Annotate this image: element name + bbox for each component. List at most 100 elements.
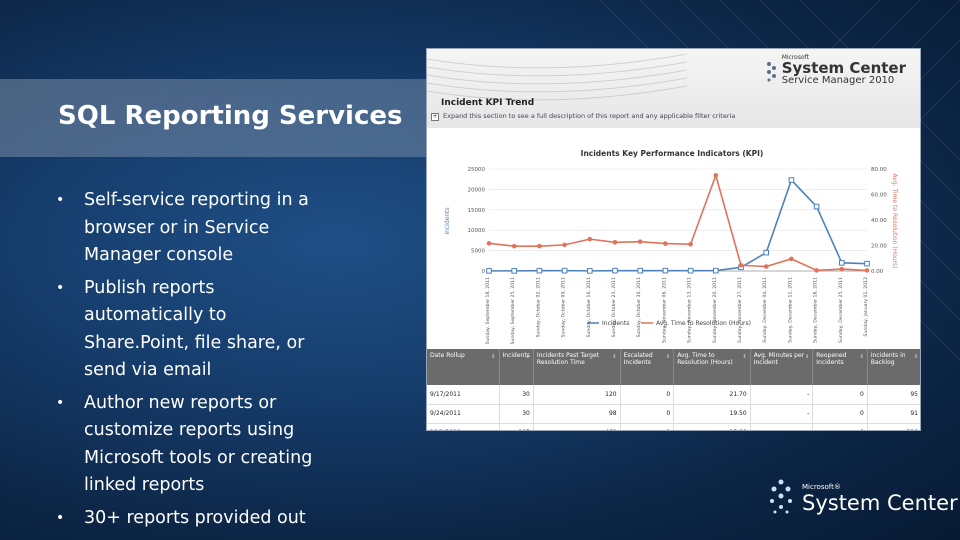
data-point-incidents	[839, 260, 845, 266]
footer-logo: Microsoft® System Center	[764, 477, 958, 521]
slide-title: SQL Reporting Services	[58, 101, 403, 131]
data-point-incidents	[813, 203, 820, 210]
column-header[interactable]: Avg. Minutes per Incident ⇕	[750, 349, 814, 385]
column-header[interactable]: Incidents in Backlog ⇕	[867, 349, 920, 385]
table-cell: 10/1/2011	[427, 423, 500, 430]
bullet-item: • Publish reports automatically to Share.…	[56, 275, 331, 385]
data-point-incidents	[713, 267, 719, 274]
column-header[interactable]: Incidents ⇕	[499, 349, 534, 385]
column-header[interactable]: Escalated Incidents ⇕	[620, 349, 675, 385]
sort-icon[interactable]: ⇕	[665, 354, 671, 360]
table-cell: 95	[867, 385, 920, 405]
bullet-item: • Author new reports or customize reports…	[56, 390, 331, 500]
bullet-text: Publish reports automatically to Share.P…	[84, 277, 305, 381]
x-tick-label: Sunday, September 18, 2011	[485, 277, 491, 344]
x-tick-label: Sunday, October 09, 2011	[561, 277, 567, 337]
data-point-incidents	[637, 267, 643, 274]
y-tick-label-left: 5000	[471, 249, 485, 255]
report-screenshot: Microsoft System Center Service Manager …	[426, 48, 921, 431]
sort-icon[interactable]: ⇕	[859, 354, 864, 360]
data-point-incidents	[687, 267, 694, 274]
x-tick-label: Sunday, October 30, 2011	[636, 277, 642, 337]
x-tick-label: Sunday, January 01, 2012	[863, 277, 869, 337]
kpi-table: Date Rollup ⇕ Incidents ⇕ Incidents Past T…	[427, 349, 920, 430]
plot-area: 25000 20000 15000 10000 5000 0 80.00 60.00 40.00…	[468, 167, 888, 344]
sort-icon[interactable]: ⇕	[612, 354, 617, 360]
sort-icon[interactable]: ⇕	[491, 354, 496, 360]
column-header-label: Incidents in Backlog	[870, 352, 906, 366]
table-cell: 30	[499, 385, 534, 405]
column-header[interactable]: Incidents Past Target Resolution Time ⇕	[533, 349, 621, 385]
report-header: Microsoft System Center Service Manager …	[427, 49, 920, 128]
expand-toggle[interactable]: +	[431, 113, 439, 121]
column-header-label: Escalated Incidents	[623, 352, 653, 366]
data-point-resolution	[864, 268, 870, 273]
data-point-resolution	[587, 236, 593, 242]
table-cell: 15.88	[673, 423, 751, 430]
y-tick-label-right: 40.00	[871, 218, 887, 224]
table-cell: 30	[499, 404, 534, 424]
bullet-list: • Self-service reporting in a browser or …	[56, 187, 331, 537]
table-cell: 105	[499, 423, 534, 430]
data-point-incidents	[587, 268, 593, 274]
y-tick-label-left: 15000	[468, 208, 486, 214]
sort-icon[interactable]: ⇕	[742, 354, 747, 360]
footer-microsoft: Microsoft®	[802, 483, 841, 491]
data-point-resolution	[763, 264, 769, 269]
column-header-label: Avg. Minutes per Incident	[753, 352, 805, 366]
column-header-label: Reopened Incidents	[816, 352, 847, 366]
data-point-incidents	[763, 249, 769, 256]
series-line-resolution	[488, 172, 868, 272]
y-tick-label-left: 0	[482, 269, 486, 275]
header-pattern	[427, 53, 688, 101]
column-header-label: Incidents Past Target Resolution Time	[536, 352, 600, 366]
system-center-icon	[766, 62, 776, 82]
data-point-incidents	[486, 268, 492, 274]
data-point-incidents	[788, 177, 795, 183]
sort-icon[interactable]: ⇕	[913, 354, 918, 360]
data-point-resolution	[612, 240, 618, 245]
table-cell: 98	[533, 404, 621, 424]
footer-system-center: System Center	[802, 491, 958, 515]
bullet-dot: •	[56, 279, 65, 296]
bullet-text: Author new reports or customize reports …	[84, 392, 313, 496]
logo-microsoft: Microsoft	[781, 54, 809, 61]
bullet-item: • 30+ reports provided out	[56, 505, 331, 533]
table-cell: 9/24/2011	[427, 404, 500, 424]
sort-icon[interactable]: ⇕	[805, 354, 810, 360]
table-cell: 21.70	[673, 385, 751, 405]
data-point-incidents	[612, 267, 618, 274]
data-point-resolution	[486, 241, 492, 246]
legend-label-resolution: Avg. Time to Resolution (Hours)	[656, 320, 751, 327]
bullet-dot: •	[56, 192, 65, 208]
data-point-resolution	[537, 243, 542, 249]
section-title: Incident KPI Trend	[441, 98, 535, 108]
data-point-resolution	[839, 266, 845, 272]
column-header[interactable]: Reopened Incidents ⇕	[812, 349, 868, 385]
table-cell: -	[750, 423, 814, 430]
x-tick-label: Sunday, October 02, 2011	[535, 277, 541, 337]
x-tick-label: Sunday, November 20, 2011	[712, 277, 718, 343]
y-tick-label-right: 0.00	[871, 269, 884, 275]
data-point-resolution	[688, 241, 693, 247]
bullet-dot: •	[56, 509, 65, 526]
sort-icon[interactable]: ⇕	[525, 354, 530, 360]
column-header-label: Incidents	[502, 352, 530, 359]
chart-title: Incidents Key Performance Indicators (KP…	[581, 149, 764, 158]
system-center-logo: Microsoft System Center Service Manager …	[764, 54, 906, 87]
data-point-resolution	[562, 242, 567, 248]
column-header[interactable]: Avg. Time to Resolution (Hours) ⇕	[673, 349, 751, 385]
series-line-incidents	[489, 178, 868, 272]
table-cell: -	[750, 385, 814, 405]
y-tick-label-right: 80.00	[871, 167, 887, 173]
x-tick-label: Sunday, December 18, 2011	[813, 277, 819, 343]
table-cell: 0	[620, 423, 675, 430]
section-description-text: Expand this section to see a full descri…	[443, 112, 736, 120]
x-tick-label: Sunday, November 06, 2011	[661, 277, 667, 343]
data-point-incidents	[561, 267, 568, 274]
table-cell: 0	[812, 423, 868, 430]
column-header[interactable]: Date Rollup ⇕	[427, 349, 500, 385]
y-tick-label-left: 10000	[468, 228, 486, 234]
column-header-label: Avg. Time to Resolution (Hours)	[677, 352, 733, 366]
y-tick-label-right: 20.00	[871, 244, 887, 250]
